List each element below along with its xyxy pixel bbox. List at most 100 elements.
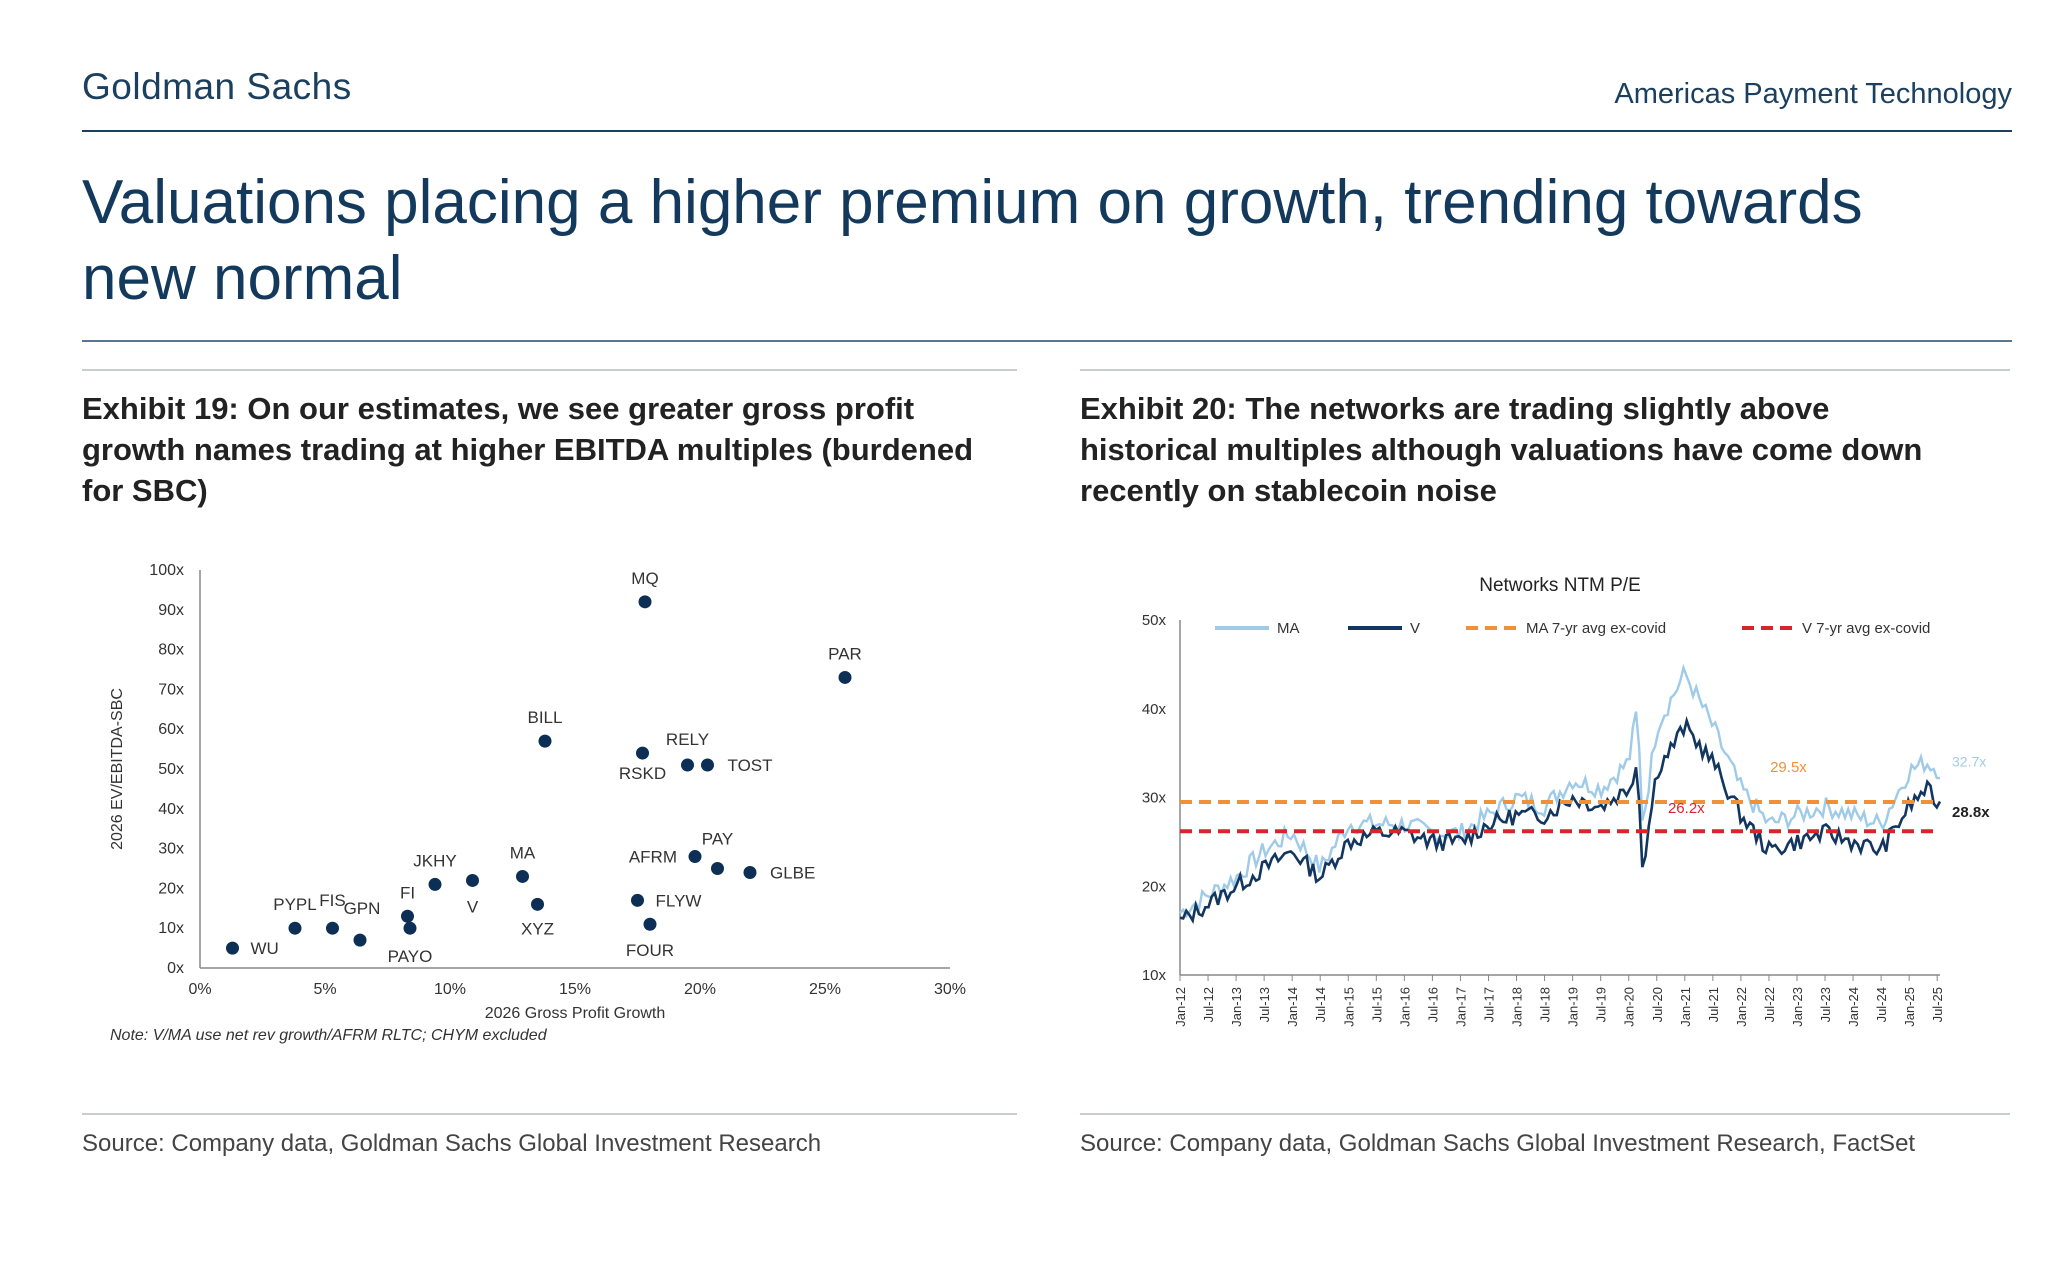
point-label: FLYW — [656, 891, 702, 910]
x-tick-label: 30% — [934, 981, 966, 998]
legend-label: V — [1410, 620, 1420, 637]
x-tick-label: Jan-17 — [1453, 987, 1468, 1027]
x-tick-label: Jan-14 — [1285, 987, 1300, 1027]
exhibit20-bottom-rule — [1080, 1113, 2010, 1115]
scatter-point — [743, 865, 757, 879]
y-tick-label: 20x — [158, 880, 184, 897]
exhibit19-top-rule — [82, 369, 1017, 371]
y-tick-label: 40x — [158, 801, 184, 818]
x-tick-label: Jul-15 — [1369, 987, 1384, 1022]
exhibit20-title: Exhibit 20: The networks are trading sli… — [1080, 391, 1923, 508]
point-label: V — [467, 897, 479, 916]
scatter-chart: 0x 10x 20x 30x 40x 50x 60x 70x 80x 90x 100x 0% 5% 10%… — [109, 562, 966, 1044]
point-label: PYPL — [273, 895, 316, 914]
x-tick-label: Jan-24 — [1846, 987, 1861, 1027]
scatter-point — [288, 921, 302, 935]
scatter-point — [631, 893, 644, 907]
point-label: RELY — [666, 730, 709, 749]
scatter-point — [401, 909, 414, 923]
y-tick-label: 10x — [158, 920, 184, 937]
point-label: FIS — [319, 891, 345, 910]
x-tick-label: Jul-19 — [1594, 987, 1609, 1022]
scatter-point — [643, 917, 657, 931]
page-title: Valuations placing a higher premium on g… — [82, 168, 1863, 313]
scatter-point — [516, 869, 529, 883]
header-divider — [82, 130, 2012, 132]
exhibit19-bottom-rule — [82, 1113, 1017, 1115]
section-name: Americas Payment Technology — [1614, 78, 2012, 110]
y-tick-label: 40x — [1142, 701, 1167, 718]
x-axis-title: 2026 Gross Profit Growth — [485, 1005, 666, 1022]
chart-note: Note: V/MA use net rev growth/AFRM RLTC;… — [110, 1027, 548, 1044]
x-tick-label: Jan-16 — [1397, 987, 1412, 1027]
x-tick-label: Jul-16 — [1425, 987, 1440, 1022]
point-label: FI — [400, 883, 415, 902]
x-tick-label: Jul-23 — [1818, 987, 1833, 1022]
x-tick-label: 25% — [809, 981, 841, 998]
scatter-point — [838, 670, 852, 684]
exhibit19-source: Source: Company data, Goldman Sachs Glob… — [82, 1130, 822, 1157]
x-tick-label: Jul-17 — [1481, 987, 1496, 1022]
y-tick-label: 30x — [1142, 790, 1167, 807]
y-axis-title: 2026 EV/EBITDA-SBC — [109, 688, 126, 850]
x-tick-label: 10% — [434, 981, 466, 998]
x-tick-label: 20% — [684, 981, 716, 998]
y-tick-label: 100x — [149, 562, 184, 579]
point-label: MA — [510, 843, 536, 862]
scatter-point — [688, 850, 702, 864]
chart-title: Networks NTM P/E — [1479, 575, 1641, 596]
x-tick-label: Jan-13 — [1229, 987, 1244, 1027]
y-tick-label: 30x — [158, 841, 184, 858]
scatter-point — [681, 758, 694, 772]
x-tick-label: Jan-18 — [1510, 987, 1525, 1027]
y-tick-label: 60x — [158, 721, 184, 738]
exhibit19-title: Exhibit 19: On our estimates, we see gre… — [82, 391, 974, 508]
point-label: PAYO — [388, 947, 433, 966]
v-series-line — [1179, 715, 1942, 925]
point-label: FOUR — [626, 941, 674, 960]
y-tick-label: 50x — [1142, 612, 1167, 629]
y-tick-label: 50x — [158, 761, 184, 778]
x-tick-label: 15% — [559, 981, 591, 998]
x-tick-label: Jul-21 — [1706, 987, 1721, 1022]
point-label: PAR — [828, 644, 862, 663]
point-label: PAY — [702, 830, 734, 849]
scatter-point — [403, 921, 417, 935]
point-label: TOST — [728, 756, 773, 775]
ma-average-label: 29.5x — [1770, 759, 1807, 776]
v-last-value-label: 28.8x — [1952, 804, 1990, 821]
scatter-point — [711, 862, 724, 875]
ma-series-line — [1179, 663, 1941, 919]
y-tick-label: 20x — [1142, 878, 1167, 895]
point-label: AFRM — [629, 848, 677, 867]
x-tick-label: Jul-18 — [1538, 987, 1553, 1022]
exhibit20-top-rule — [1080, 369, 2010, 371]
x-tick-label: Jan-12 — [1173, 987, 1188, 1027]
x-tick-label: Jul-20 — [1650, 987, 1665, 1022]
brand-logo: Goldman Sachs — [82, 66, 352, 107]
point-label: GPN — [344, 899, 381, 918]
x-tick-label: Jul-25 — [1930, 987, 1945, 1022]
exhibit20-source: Source: Company data, Goldman Sachs Glob… — [1080, 1130, 1916, 1157]
x-tick-label: Jan-20 — [1622, 987, 1637, 1027]
x-tick-label: Jan-23 — [1790, 987, 1805, 1027]
x-tick-label: Jan-15 — [1341, 987, 1356, 1027]
scatter-point — [701, 758, 714, 772]
x-tick-label: Jul-24 — [1874, 987, 1889, 1022]
scatter-point — [538, 734, 552, 748]
point-label: XYZ — [521, 919, 554, 938]
x-tick-label: Jul-22 — [1762, 987, 1777, 1022]
scatter-point — [531, 897, 544, 911]
x-tick-label: Jul-14 — [1313, 987, 1328, 1022]
scatter-point — [636, 746, 649, 760]
x-tick-label: Jan-21 — [1678, 987, 1693, 1027]
legend-label: V 7-yr avg ex-covid — [1802, 620, 1930, 637]
point-label: RSKD — [619, 764, 666, 783]
y-tick-label: 90x — [158, 602, 184, 619]
point-label: BILL — [528, 708, 563, 727]
x-tick-label: Jan-22 — [1734, 987, 1749, 1027]
point-label: JKHY — [413, 851, 456, 870]
scatter-point — [353, 933, 367, 947]
y-tick-label: 80x — [158, 642, 184, 659]
scatter-point — [466, 873, 479, 887]
